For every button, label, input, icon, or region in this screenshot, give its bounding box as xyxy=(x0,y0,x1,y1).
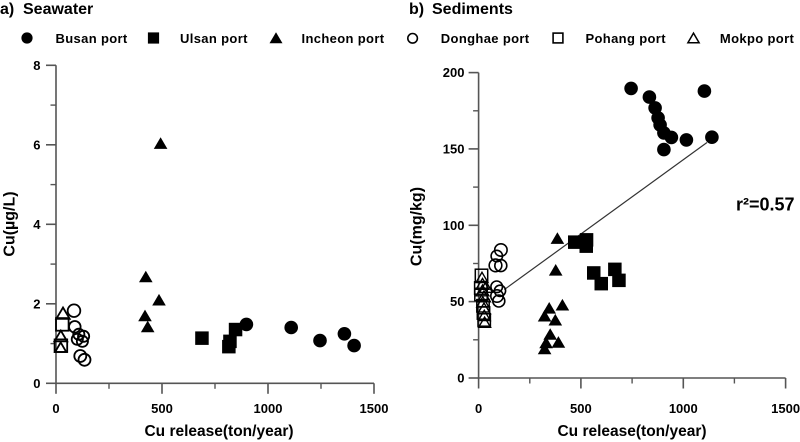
svg-text:8: 8 xyxy=(33,58,40,73)
svg-text:500: 500 xyxy=(570,401,592,416)
svg-text:1000: 1000 xyxy=(254,401,283,416)
svg-text:0: 0 xyxy=(475,401,482,416)
svg-text:Busan port: Busan port xyxy=(56,31,128,46)
svg-text:Cu release(ton/year): Cu release(ton/year) xyxy=(557,423,706,440)
svg-text:Donghae port: Donghae port xyxy=(441,31,530,46)
svg-text:0: 0 xyxy=(33,376,40,391)
svg-text:Cu(µg/L): Cu(µg/L) xyxy=(1,191,18,256)
svg-text:b): b) xyxy=(409,1,424,18)
svg-text:2: 2 xyxy=(33,296,40,311)
svg-text:100: 100 xyxy=(443,218,465,233)
svg-text:Cu(mg/kg): Cu(mg/kg) xyxy=(409,187,426,266)
svg-text:Seawater: Seawater xyxy=(23,1,93,18)
svg-text:1500: 1500 xyxy=(771,401,800,416)
svg-text:Pohang port: Pohang port xyxy=(586,31,667,46)
svg-text:r²=0.57: r²=0.57 xyxy=(736,195,795,215)
svg-text:Ulsan port: Ulsan port xyxy=(180,31,248,46)
svg-text:150: 150 xyxy=(443,141,465,156)
svg-text:a): a) xyxy=(0,1,14,18)
svg-text:Mokpo port: Mokpo port xyxy=(720,31,795,46)
svg-text:Incheon port: Incheon port xyxy=(302,31,385,46)
svg-text:500: 500 xyxy=(151,401,173,416)
svg-text:0: 0 xyxy=(457,371,464,386)
svg-text:0: 0 xyxy=(52,401,59,416)
svg-text:6: 6 xyxy=(33,137,40,152)
svg-text:1500: 1500 xyxy=(360,401,389,416)
svg-text:50: 50 xyxy=(450,294,464,309)
svg-text:Cu release(ton/year): Cu release(ton/year) xyxy=(144,423,293,440)
svg-text:200: 200 xyxy=(443,65,465,80)
svg-text:1000: 1000 xyxy=(669,401,698,416)
svg-text:Sediments: Sediments xyxy=(432,1,513,18)
svg-text:4: 4 xyxy=(33,217,41,232)
